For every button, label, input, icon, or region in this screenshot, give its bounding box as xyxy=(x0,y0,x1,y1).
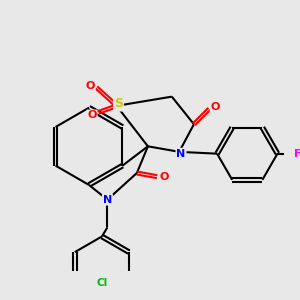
Text: N: N xyxy=(103,195,112,205)
Text: O: O xyxy=(87,110,97,120)
Text: Cl: Cl xyxy=(97,278,108,288)
Text: O: O xyxy=(211,102,220,112)
Text: N: N xyxy=(176,149,186,159)
Text: F: F xyxy=(294,149,300,159)
Text: S: S xyxy=(114,98,123,110)
Text: O: O xyxy=(159,172,168,182)
Text: O: O xyxy=(85,81,95,91)
